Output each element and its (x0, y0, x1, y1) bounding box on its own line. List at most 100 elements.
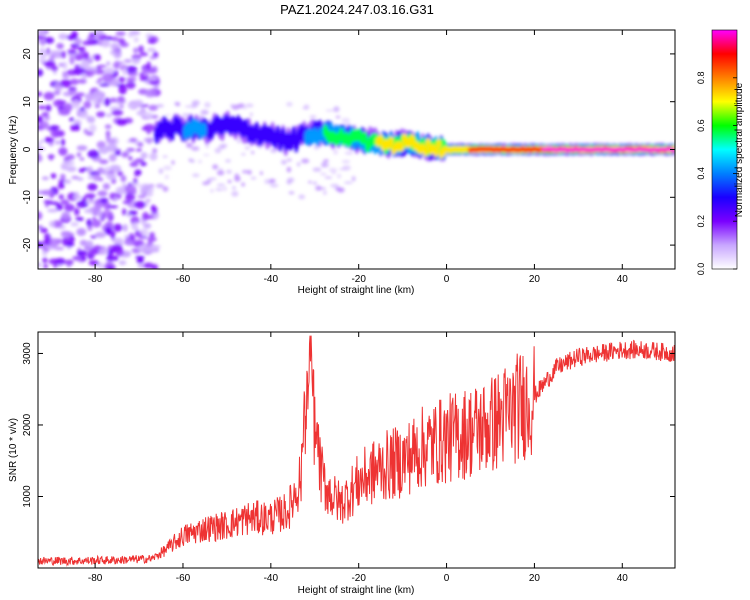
noise-blob (92, 90, 104, 100)
y-tick-label: 20 (22, 48, 33, 60)
noise-blob (127, 33, 135, 38)
noise-blob (122, 67, 128, 76)
speckle-blob (335, 115, 341, 119)
noise-blob (125, 77, 137, 82)
noise-blob (133, 178, 138, 184)
speckle-blob (323, 190, 327, 195)
noise-blob (132, 159, 139, 165)
snr-panel: -80 -60 -40 -20 0 20 40 1000 2000 3000 Height of… (8, 331, 676, 596)
noise-blob (143, 223, 152, 229)
noise-blob (105, 36, 114, 41)
speckle-blob (298, 194, 306, 200)
x-tick-label: -80 (88, 274, 103, 285)
noise-blob (97, 190, 108, 197)
snr-line (38, 335, 675, 567)
noise-blob (87, 183, 98, 191)
speckle-blob (323, 159, 329, 163)
speckle-blob (218, 144, 226, 150)
noise-blob (75, 216, 84, 222)
noise-blob (99, 159, 109, 165)
colorbar-tick-label: 0.0 (696, 263, 706, 276)
noise-blob (117, 96, 125, 103)
speckle-blob (249, 112, 253, 117)
speckle-blob (251, 150, 255, 155)
noise-blob (143, 137, 156, 143)
noise-blob (97, 77, 103, 82)
noise-blob (109, 192, 115, 200)
noise-blob (76, 250, 88, 256)
noise-blob (58, 147, 68, 156)
noise-blob (124, 234, 130, 239)
speckle-blob (264, 178, 270, 185)
noise-blob (97, 262, 105, 269)
noise-blob (118, 76, 126, 83)
noise-blob (42, 257, 48, 264)
speckle-blob (302, 107, 309, 110)
x-tick-label: 0 (444, 274, 450, 285)
speckle-blob (269, 183, 279, 188)
speckle-blob (158, 168, 164, 174)
ridge-cell (399, 141, 405, 152)
speckle-blob (341, 160, 351, 164)
noise-blob (129, 138, 138, 142)
noise-blob (75, 92, 85, 97)
noise-blob (39, 227, 48, 233)
speckle-blob (344, 151, 354, 155)
speckle-blob (241, 153, 246, 156)
noise-blob (136, 148, 142, 152)
speckle-blob (234, 175, 241, 182)
spectrogram-x-ticks: -80 -60 -40 -20 0 20 40 (88, 30, 628, 285)
speckle-blob (215, 187, 224, 192)
noise-blob (98, 210, 103, 219)
noise-blob (138, 45, 144, 54)
speckle-blob (287, 177, 295, 183)
noise-blob (143, 262, 154, 269)
spectrogram-x-label: Height of straight line (km) (298, 285, 415, 296)
noise-blob (94, 231, 107, 238)
noise-blob (50, 173, 57, 179)
colorbar-tick-label: 0.8 (696, 72, 706, 85)
speckle-blob (171, 160, 175, 165)
noise-blob (62, 61, 68, 70)
speckle-blob (259, 171, 263, 176)
speckle-blob (241, 182, 246, 187)
x-tick-label: -60 (176, 573, 191, 584)
speckle-blob (209, 177, 217, 181)
noise-blob (70, 222, 79, 227)
speckle-blob (333, 149, 338, 155)
noise-blob (66, 166, 77, 173)
speckle-blob (204, 102, 211, 108)
noise-blob (38, 91, 43, 97)
noise-blob (142, 112, 153, 119)
x-tick-label: 40 (617, 274, 629, 285)
noise-blob (74, 64, 80, 72)
noise-blob (43, 91, 55, 101)
speckle-blob (341, 117, 351, 124)
noise-blob (85, 208, 93, 213)
noise-blob (74, 38, 82, 45)
noise-blob (39, 48, 46, 52)
noise-blob (78, 46, 86, 53)
noise-blob (142, 211, 149, 221)
noise-blob (71, 175, 79, 180)
noise-blob (137, 256, 143, 261)
y-tick-label: 3000 (22, 342, 33, 365)
noise-blob (125, 81, 136, 89)
noise-blob (79, 157, 85, 161)
noise-blob (149, 232, 155, 239)
noise-blob (110, 50, 115, 55)
noise-blob (58, 62, 65, 67)
noise-blob (104, 124, 112, 129)
noise-blob (38, 57, 47, 63)
x-tick-label: -60 (176, 274, 191, 285)
speckle-blob (210, 189, 214, 193)
noise-blob (91, 219, 102, 228)
snr-x-ticks: -80 -60 -40 -20 0 20 40 (88, 332, 628, 584)
noise-blob (111, 36, 119, 42)
noise-blob (114, 151, 122, 156)
noise-blob (86, 240, 94, 249)
noise-blob (106, 255, 115, 262)
speckle-blob (225, 159, 231, 163)
noise-blob (94, 201, 103, 211)
